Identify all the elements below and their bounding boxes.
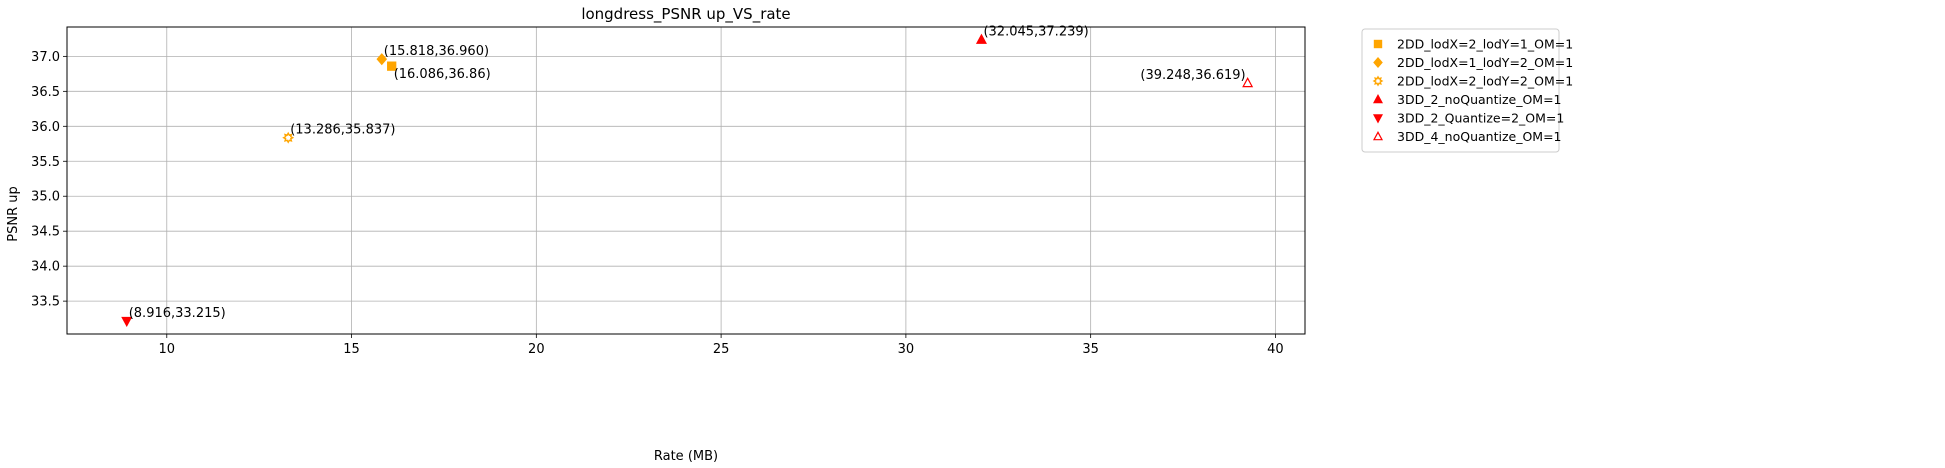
x-tick-label: 25	[713, 342, 730, 357]
y-axis-title: PSNR up	[6, 186, 21, 241]
x-tick-label: 15	[343, 342, 360, 357]
data-point	[282, 131, 295, 144]
data-label: (8.916,33.215)	[129, 306, 226, 321]
y-tick-label: 35.5	[31, 155, 60, 170]
y-tick-label: 34.5	[31, 225, 60, 240]
y-tick-label: 34.0	[31, 260, 60, 275]
x-tick-label: 20	[528, 342, 545, 357]
data-label: (15.818,36.960)	[384, 44, 489, 59]
y-tick-label: 36.0	[31, 120, 60, 135]
data-point	[1242, 77, 1254, 88]
chart-title: longdress_PSNR up_VS_rate	[581, 5, 790, 24]
legend-marker	[1372, 114, 1384, 124]
grid	[67, 27, 1305, 334]
legend-label: 2DD_lodX=1_lodY=2_OM=1	[1397, 55, 1573, 70]
data-point	[975, 33, 987, 44]
legend-label: 2DD_lodX=2_lodY=2_OM=1	[1397, 74, 1573, 89]
data-point	[387, 61, 397, 71]
y-tick-label: 37.0	[31, 50, 60, 65]
data-label: (16.086,36.86)	[394, 67, 491, 82]
legend-marker	[1372, 94, 1384, 104]
legend-marker	[1372, 75, 1384, 87]
legend-label: 2DD_lodX=2_lodY=1_OM=1	[1397, 37, 1573, 52]
x-tick-label: 30	[898, 342, 915, 357]
legend-marker	[1373, 56, 1383, 69]
data-point	[376, 53, 388, 66]
data-label: (39.248,36.619)	[1140, 68, 1245, 83]
legend-marker	[1372, 131, 1384, 141]
y-tick-label: 33.5	[31, 295, 60, 310]
legend-label: 3DD_2_Quantize=2_OM=1	[1397, 111, 1564, 126]
data-point	[121, 316, 133, 328]
plot-area	[66, 26, 1306, 335]
x-tick-label: 10	[159, 342, 176, 357]
legend-marker	[1373, 39, 1383, 49]
legend-label: 3DD_2_noQuantize_OM=1	[1397, 92, 1562, 107]
axis-ticks: 10 15 20 25 30 35 40 33.5 34.0 34.5 35.0 35.5 36.0 36…	[31, 50, 1284, 357]
data-label: (32.045,37.239)	[983, 25, 1088, 40]
data-points	[121, 33, 1254, 328]
y-tick-label: 35.0	[31, 190, 60, 205]
x-tick-label: 40	[1267, 342, 1284, 357]
data-labels: (16.086,36.86) (15.818,36.960) (13.286,35.…	[129, 25, 1246, 321]
legend: 2DD_lodX=2_lodY=1_OM=1 2DD_lodX=1_lodY=2_…	[1361, 28, 1573, 153]
x-tick-label: 35	[1082, 342, 1099, 357]
y-tick-label: 36.5	[31, 85, 60, 100]
legend-frame	[1361, 28, 1560, 153]
x-axis-title: Rate (MB)	[654, 449, 718, 464]
legend-label: 3DD_4_noQuantize_OM=1	[1397, 129, 1562, 144]
data-label: (13.286,35.837)	[290, 123, 395, 138]
